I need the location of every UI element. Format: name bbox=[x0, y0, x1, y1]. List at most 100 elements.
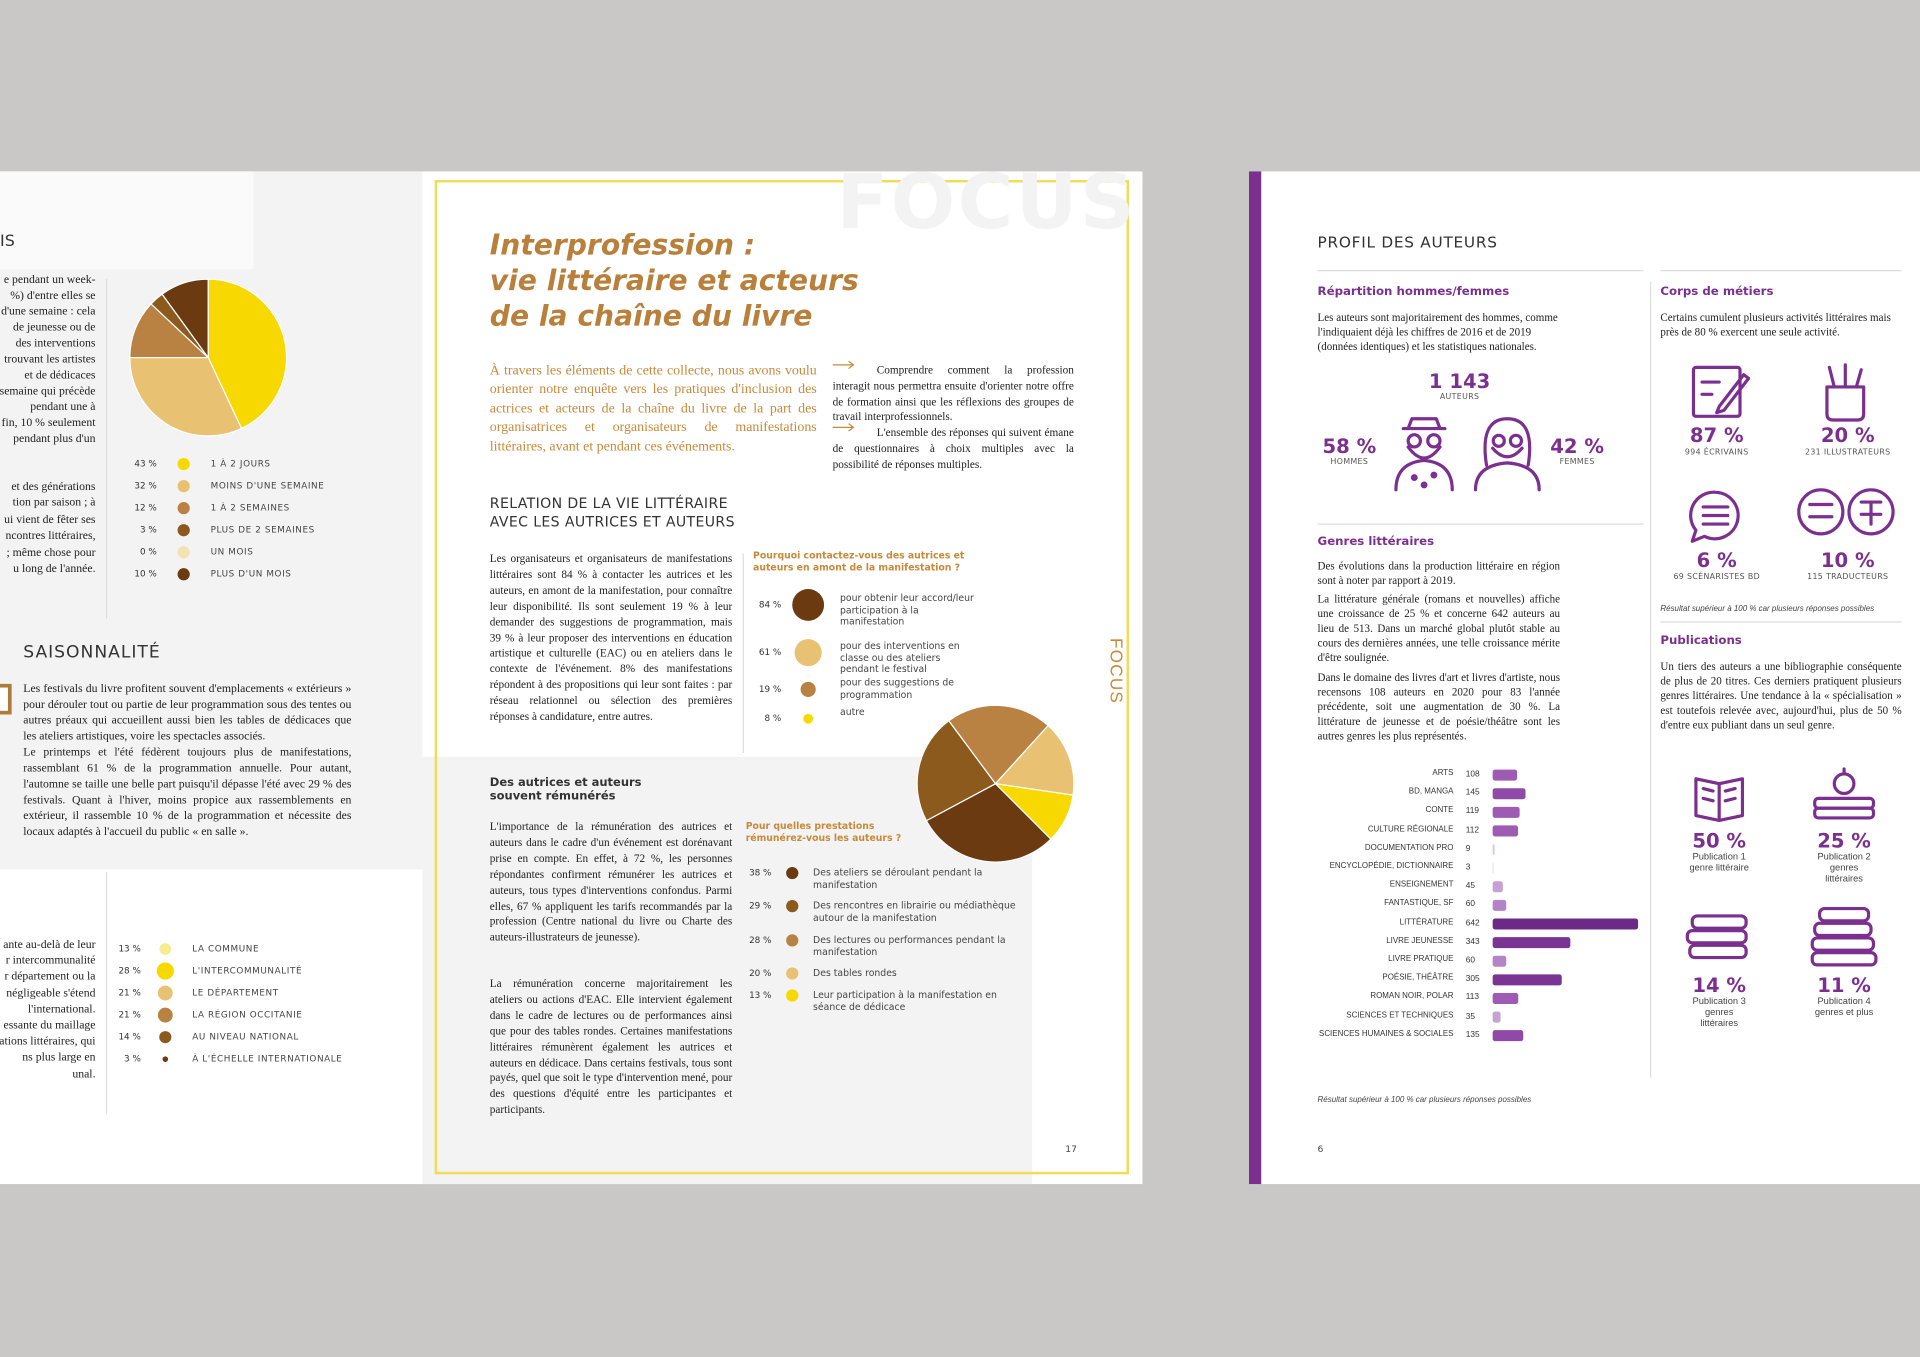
box-heading: Des autrices et auteurs bbox=[489, 776, 642, 790]
pie-slice bbox=[916, 719, 997, 822]
stat-label: 115 TRADUCTEURS bbox=[1807, 571, 1889, 582]
legend-value: 10 % bbox=[134, 568, 157, 580]
stat-label: FEMMES bbox=[1559, 456, 1595, 467]
stat: 42 % bbox=[1550, 434, 1605, 458]
bar bbox=[1492, 918, 1639, 930]
bubble bbox=[159, 943, 172, 955]
legend-dot bbox=[177, 546, 190, 559]
legend-value: 38 % bbox=[749, 866, 772, 878]
stat-label: 69 SCÉNARISTES BD bbox=[1673, 571, 1761, 582]
legend-label: Des lectures ou performances pendant la … bbox=[813, 934, 1006, 957]
paragraph: Des évolutions dans la production littér… bbox=[1317, 559, 1561, 587]
legend-value: 32 % bbox=[134, 480, 157, 492]
legend-value: 14 % bbox=[118, 1031, 141, 1043]
books-icon-2 bbox=[1813, 767, 1876, 820]
paragraph: Les auteurs sont majoritairement des hom… bbox=[1317, 311, 1558, 353]
bubble bbox=[157, 985, 173, 1001]
legend-label: MOINS D'UNE SEMAINE bbox=[210, 480, 325, 492]
legend-dot bbox=[177, 502, 190, 515]
note: Résultat supérieur à 100 % car plusieurs… bbox=[1660, 604, 1875, 614]
bar-value: 9 bbox=[1465, 844, 1471, 854]
legend-label: pour obtenir leur accord/leur participat… bbox=[840, 592, 974, 627]
bar-value: 35 bbox=[1465, 1012, 1475, 1021]
books-icon-3 bbox=[1685, 914, 1748, 960]
text-line: r département ou la bbox=[4, 970, 96, 984]
legend-label: LA RÉGION OCCITANIE bbox=[192, 1008, 303, 1021]
box-heading: souvent rémunérés bbox=[489, 789, 616, 804]
legend-label: L'INTERCOMMUNALITÉ bbox=[192, 964, 303, 976]
bar bbox=[1492, 862, 1494, 874]
icons bbox=[1394, 363, 1895, 967]
text-line: pendant une à bbox=[30, 400, 96, 414]
bar-label: ARTS bbox=[1432, 768, 1454, 778]
bar-value: 112 bbox=[1465, 826, 1479, 835]
bar bbox=[1492, 955, 1507, 967]
legend-label: Des rencontres en librairie ou médiathèq… bbox=[813, 900, 1016, 923]
stat-label: 994 ÉCRIVAINS bbox=[1684, 446, 1749, 457]
legend-value: 3 % bbox=[124, 1053, 141, 1065]
bar bbox=[1492, 937, 1571, 949]
note: Résultat supérieur à 100 % car plusieurs… bbox=[1317, 1095, 1532, 1105]
pie-slice bbox=[994, 724, 1075, 796]
stat-label: AUTEURS bbox=[1439, 391, 1480, 402]
intro: À travers les éléments de cette collecte… bbox=[489, 363, 817, 454]
page-number: 17 bbox=[1065, 1143, 1077, 1155]
legend-value: 43 % bbox=[134, 457, 157, 469]
legend-dot bbox=[786, 989, 799, 1002]
focus-frame bbox=[434, 180, 1129, 1175]
illustrator-icon bbox=[1825, 363, 1866, 422]
bar-label: ROMAN NOIR, POLAR bbox=[1370, 992, 1454, 1001]
note: L'ensemble des réponses qui suivent éman… bbox=[832, 426, 1074, 470]
paragraph: Certains cumulent plusieurs activités li… bbox=[1660, 311, 1891, 338]
title: vie littéraire et acteurs bbox=[489, 265, 859, 298]
legend-label: PLUS D'UN MOIS bbox=[210, 568, 292, 580]
bar-label: SCIENCES ET TECHNIQUES bbox=[1346, 1010, 1454, 1020]
text-line: essante du maillage bbox=[3, 1018, 96, 1033]
stat: 1 143 bbox=[1428, 369, 1491, 394]
bar bbox=[1492, 825, 1519, 837]
bar-value: 145 bbox=[1465, 788, 1480, 798]
translator-icon bbox=[1797, 488, 1895, 536]
legend-label: LE DÉPARTEMENT bbox=[192, 986, 279, 998]
text-line: fin, 10 % seulement bbox=[1, 416, 96, 430]
woman-icon bbox=[1473, 417, 1541, 492]
legend-dot bbox=[177, 480, 190, 493]
arrow bbox=[832, 360, 855, 370]
stat: 20 % bbox=[1820, 423, 1875, 447]
arrow bbox=[832, 423, 855, 432]
section-heading: Corps de métiers bbox=[1660, 285, 1774, 299]
legend-label: À L'ÉCHELLE INTERNATIONALE bbox=[192, 1053, 343, 1065]
legend-dot bbox=[786, 934, 799, 947]
bubble bbox=[800, 681, 816, 697]
stat-label: Publication 3 genres littéraires bbox=[1692, 995, 1746, 1029]
legend-value: 28 % bbox=[749, 934, 772, 946]
bar-value: 108 bbox=[1465, 770, 1480, 779]
text-line: négligeable s'étend bbox=[6, 986, 96, 1000]
bar-value: 113 bbox=[1465, 993, 1479, 1003]
legend-dot bbox=[786, 866, 799, 880]
marker bbox=[0, 683, 12, 715]
bar-value: 60 bbox=[1465, 900, 1475, 910]
legend-dot bbox=[177, 568, 190, 581]
books-icon-4 bbox=[1810, 906, 1878, 967]
white-panel bbox=[0, 171, 254, 270]
bar-value: 60 bbox=[1465, 956, 1475, 965]
legend-dot bbox=[177, 457, 190, 471]
heading: IS bbox=[0, 232, 15, 252]
text-line: de jeunesse ou de bbox=[12, 320, 96, 335]
text-line: des interventions bbox=[15, 336, 96, 351]
bubble bbox=[803, 713, 814, 724]
text-line: unal. bbox=[72, 1067, 96, 1081]
text-line: ns plus large en bbox=[22, 1051, 96, 1065]
text-line: ncontres littéraires, bbox=[5, 529, 96, 543]
arrows bbox=[832, 360, 855, 432]
legend-value: 61 % bbox=[758, 646, 782, 658]
section-heading: Genres littéraires bbox=[1317, 535, 1435, 549]
paragraph: Le printemps et l'été fédèrent toujours … bbox=[23, 745, 352, 839]
section-heading: RELATION DE LA VIE LITTÉRAIRE bbox=[489, 494, 728, 512]
legend-label: UN MOIS bbox=[210, 546, 254, 558]
bar bbox=[1492, 881, 1503, 893]
bar-value: 135 bbox=[1465, 1030, 1480, 1040]
bubble bbox=[159, 1031, 172, 1044]
stat: 10 % bbox=[1820, 548, 1875, 572]
